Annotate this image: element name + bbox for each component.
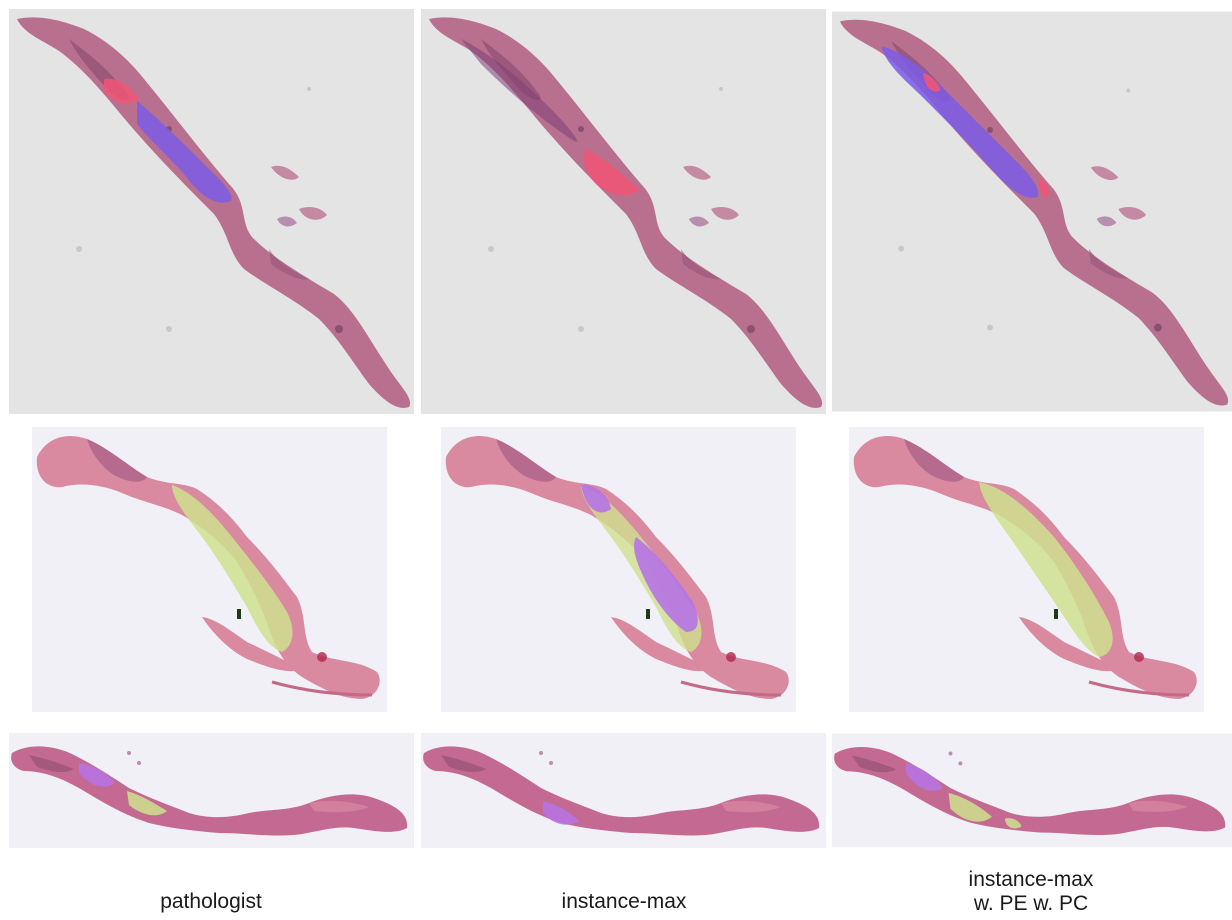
slide-image [9, 733, 414, 848]
slide-image [441, 427, 796, 712]
slide-image [32, 427, 387, 712]
slide-panel-row2-pathologist [32, 427, 387, 712]
slide-panel-row3-instance-max [421, 733, 826, 848]
overlay-green-region [127, 791, 167, 816]
overlay-red-region [922, 72, 941, 92]
slide-image [849, 427, 1204, 712]
overlay-purple-region [581, 484, 611, 513]
overlay-green-region [979, 482, 1113, 657]
overlay-purple-region [79, 763, 115, 787]
caption-line: instance-max [561, 890, 687, 913]
overlay-blue-region [881, 46, 1039, 198]
caption-line: instance-max [968, 868, 1094, 891]
slide-image [832, 11, 1232, 412]
slide-panel-row3-instance-max-pe-pc [832, 733, 1232, 848]
slide-panel-row1-pathologist [9, 9, 414, 414]
caption-line: pathologist [160, 890, 262, 913]
slide-image [421, 733, 826, 848]
overlay-purple-region [906, 763, 943, 791]
slide-panel-row1-instance-max-pe-pc [832, 9, 1232, 414]
overlay-red-region [584, 149, 639, 196]
overlay-green-region [172, 485, 293, 652]
caption-instance-max: instance-max [474, 890, 774, 914]
caption-instance-max-pe-pc: instance-max w. PE w. PC [881, 868, 1181, 916]
slide-image [9, 9, 414, 414]
slide-panel-row1-instance-max [421, 9, 826, 414]
slide-panel-row3-pathologist [9, 733, 414, 848]
overlay-blue-region [137, 101, 232, 203]
overlay-green-region [948, 792, 992, 822]
slide-panel-row2-instance-max [441, 427, 796, 712]
overlay-purple-region [543, 801, 579, 825]
caption-pathologist: pathologist [61, 890, 361, 914]
overlay-red-region [104, 78, 139, 104]
caption-line: w. PE w. PC [973, 892, 1089, 915]
slide-image [832, 733, 1232, 848]
slide-image [421, 9, 826, 414]
slide-panel-row2-instance-max-pe-pc [849, 427, 1204, 712]
